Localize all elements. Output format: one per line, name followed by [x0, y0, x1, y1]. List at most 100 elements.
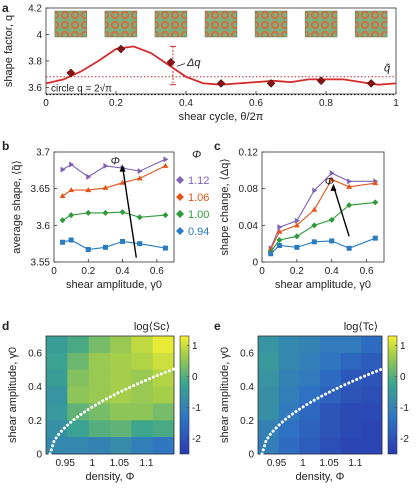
panel-label-d: d — [2, 319, 9, 333]
d-heat-cell — [152, 336, 175, 354]
c-series-line-1-12 — [270, 172, 376, 249]
e-heat-cell — [340, 420, 362, 438]
b-legend-marker — [176, 193, 184, 201]
b-ytick-label: 3.7 — [36, 148, 50, 159]
d-xlabel: density, Φ — [86, 471, 135, 483]
b-point — [85, 247, 91, 253]
e-threshold-curve — [260, 367, 384, 456]
b-ytick-label: 3.6 — [36, 221, 50, 232]
b-ytick-label: 3.55 — [31, 258, 51, 269]
b-trend-arrowhead — [119, 164, 126, 172]
d-colorbar — [179, 335, 190, 455]
a-marker — [316, 76, 326, 86]
e-heat-cell — [278, 336, 300, 354]
c-point — [293, 233, 300, 240]
e-heat-cell — [299, 352, 321, 371]
b-point — [60, 166, 66, 173]
d-xtick-label: 0.95 — [55, 458, 75, 469]
c-point — [311, 206, 318, 212]
d-xtick-label: 1.1 — [140, 458, 154, 469]
d-heat-cell — [131, 403, 153, 421]
e-heat-cell — [258, 352, 280, 371]
e-frame — [257, 335, 383, 455]
e-colorbar-label: -2 — [400, 434, 409, 445]
d-heat-cell — [152, 403, 175, 421]
b-point — [69, 161, 75, 168]
e-heat-cell — [278, 403, 300, 421]
c-point — [372, 235, 378, 241]
b-point — [59, 193, 66, 198]
e-xtick-label: 1.1 — [348, 458, 362, 469]
e-heat-cell — [361, 403, 383, 421]
a-cell-snapshot — [254, 10, 288, 38]
a-delta-q-pointer — [176, 63, 186, 67]
a-marker — [266, 79, 276, 88]
b-point — [136, 175, 143, 181]
e-title: log⟨Tc⟩ — [344, 321, 378, 333]
b-point — [103, 162, 109, 169]
a-shape-factor-line — [45, 45, 397, 86]
d-heat-cell — [152, 369, 175, 387]
e-heat-cell — [320, 369, 342, 387]
b-xtick-label: 0 — [51, 266, 57, 277]
e-heat-cell — [361, 420, 383, 438]
b-point — [68, 212, 75, 219]
a-marker — [66, 68, 76, 78]
e-colorbar — [387, 335, 398, 455]
a-ylabel: shape factor, q — [3, 15, 15, 87]
d-heat-cell — [67, 352, 89, 371]
c-ylabel: shape change, ⟨Δq⟩ — [219, 158, 231, 255]
d-heat-cell — [88, 369, 111, 387]
e-heat-cell — [361, 369, 383, 387]
d-heat-cell — [67, 386, 89, 404]
b-series-line-0-94 — [62, 239, 166, 251]
b-trend-arrow — [121, 166, 137, 258]
d-heat-cell — [131, 420, 153, 438]
d-heat-cell — [88, 336, 111, 354]
a-xlabel: shear cycle, θ/2π — [179, 111, 264, 123]
b-legend-label: 1.12 — [188, 175, 209, 187]
c-point — [276, 228, 283, 234]
a-xtick-label: 1 — [393, 98, 399, 109]
c-trend-arrowhead — [330, 183, 337, 191]
d-threshold-curve — [48, 367, 176, 456]
e-heat-cell — [340, 352, 362, 371]
e-heat-cell — [278, 437, 300, 455]
e-heat-cell — [299, 437, 321, 455]
c-point — [293, 222, 300, 228]
c-ytick-label: 0 — [252, 258, 258, 269]
a-xtick-label: 0.2 — [109, 98, 123, 109]
b-point — [102, 244, 108, 250]
d-heat-cell — [88, 386, 111, 404]
d-heat-cell — [110, 369, 132, 387]
e-heat-cell — [278, 420, 300, 438]
c-point — [347, 178, 353, 185]
e-heat-cell — [278, 386, 300, 404]
e-heat-cell — [258, 386, 280, 404]
c-point — [328, 176, 335, 182]
e-heat-cell — [340, 336, 362, 354]
b-point — [102, 184, 109, 190]
d-colorbar-label: 1 — [192, 341, 198, 352]
d-heat-cell — [67, 336, 89, 354]
e-heat-cell — [278, 369, 300, 387]
c-point — [311, 222, 318, 229]
panel-a-chart: 0 0.2 0.4 0.6 0.8 1 3.6 3.8 4 4.2 shear cycle, θ/2… — [3, 4, 399, 124]
a-q-tilde-label: q̃ — [384, 63, 391, 75]
b-point — [137, 241, 143, 247]
c-point — [346, 245, 352, 251]
d-heat-cell — [46, 386, 68, 404]
d-heat-cell — [46, 336, 68, 354]
e-heat-cell — [299, 403, 321, 421]
c-frame — [261, 151, 385, 263]
a-cell-snapshot — [304, 10, 338, 38]
e-heat-cell — [258, 336, 280, 354]
panel-b-chart: 0 0.2 0.4 0.6 3.55 3.6 3.65 3.7 shear amplitude,… — [11, 148, 209, 292]
d-heat-cell — [46, 352, 68, 371]
d-heat-cell — [110, 403, 132, 421]
a-cell-snapshot — [54, 10, 88, 38]
b-legend-label: 1.00 — [188, 209, 209, 221]
b-ytick-label: 3.65 — [31, 184, 51, 195]
a-xtick-label: 0 — [43, 98, 49, 109]
d-heat-cell — [110, 386, 132, 404]
